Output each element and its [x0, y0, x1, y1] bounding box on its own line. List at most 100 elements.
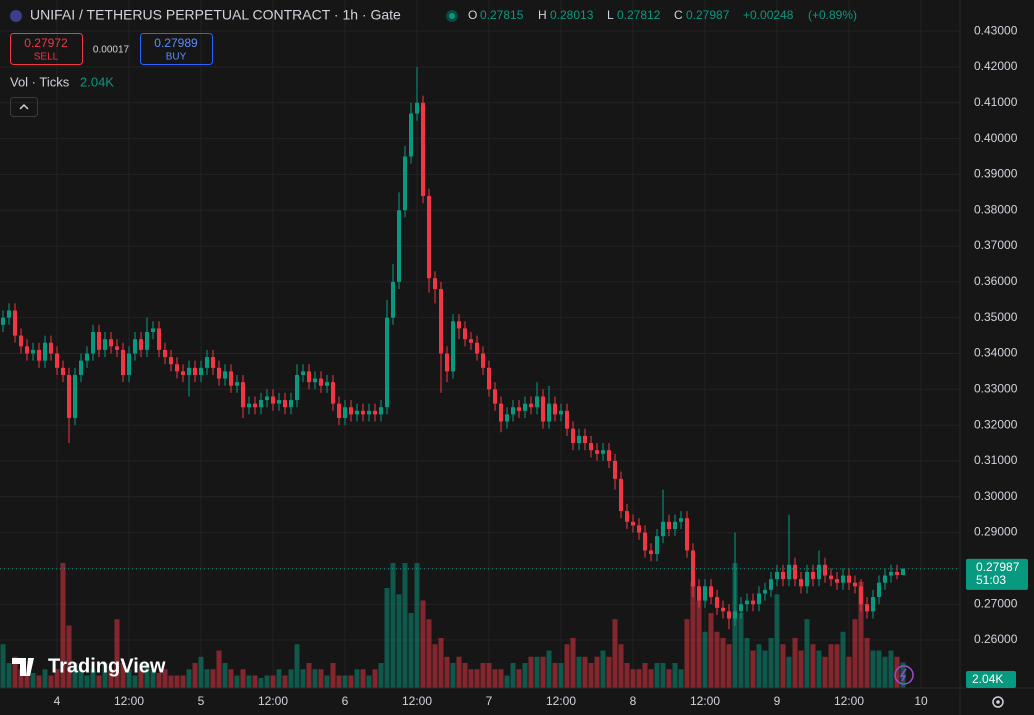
volume-bar — [888, 650, 894, 688]
settings-icon — [996, 700, 1000, 704]
volume-bar — [822, 656, 828, 688]
volume-bar — [444, 656, 450, 688]
candle-body — [589, 443, 593, 451]
watermark: TradingView — [48, 655, 166, 677]
candle-body — [223, 371, 227, 379]
volume-bar — [240, 669, 246, 688]
y-tick-label: 0.43000 — [974, 23, 1018, 37]
volume-bar — [324, 675, 330, 688]
volume-bar — [726, 644, 732, 688]
candle-body — [835, 579, 839, 583]
y-tick-label: 0.29000 — [974, 525, 1018, 539]
volume-bar — [60, 563, 66, 688]
volume-bar — [156, 673, 162, 688]
collapse-button[interactable] — [10, 97, 38, 117]
candle-body — [769, 579, 773, 590]
candle-body — [421, 102, 425, 196]
x-tick-label: 5 — [198, 694, 205, 708]
volume-bar — [12, 656, 18, 688]
volume-bar — [186, 669, 192, 688]
candle-body — [295, 374, 299, 401]
candle-body — [883, 575, 887, 583]
sell-button[interactable] — [10, 33, 83, 65]
volume-bar — [702, 631, 708, 688]
volume-bar — [528, 656, 534, 688]
volume-bar — [18, 669, 24, 688]
candle-body — [199, 367, 203, 375]
candle-body — [643, 532, 647, 551]
x-tick-label: 6 — [342, 694, 349, 708]
change-pct: (+0.89%) — [808, 8, 857, 22]
candle-body — [355, 410, 359, 415]
x-tick-label: 9 — [774, 694, 781, 708]
volume-bar — [204, 669, 210, 688]
candle-body — [679, 518, 683, 522]
volume-bar — [474, 669, 480, 688]
buy-label: BUY — [166, 52, 187, 63]
candle-body — [301, 371, 305, 375]
settings-button[interactable] — [992, 696, 1004, 708]
candle-body — [427, 195, 431, 279]
lightning-icon — [899, 668, 907, 682]
volume-badge-label: 2.04K — [972, 672, 1003, 686]
lightning-button[interactable] — [894, 665, 914, 685]
candle-body — [193, 367, 197, 375]
volume-bar — [792, 638, 798, 688]
candle-body — [901, 568, 905, 576]
volume-badge — [966, 671, 1016, 688]
volume-bar — [558, 663, 564, 688]
x-tick-label: 12:00 — [258, 694, 288, 708]
candle-body — [67, 374, 71, 418]
candle-body — [211, 357, 215, 368]
candle-body — [283, 400, 287, 408]
volume-bar — [414, 563, 420, 688]
volume-bar — [894, 656, 900, 688]
buy-button[interactable] — [140, 33, 213, 65]
volume-bar — [750, 650, 756, 688]
candle-body — [13, 310, 17, 336]
volume-bar — [24, 675, 30, 688]
volume-bar — [438, 638, 444, 688]
volume-bar — [138, 669, 144, 688]
candle-body — [745, 600, 749, 605]
volume-bar — [408, 613, 414, 688]
volume-bar — [492, 669, 498, 688]
volume-bar — [840, 631, 846, 688]
candle-body — [685, 518, 689, 551]
candle-body — [265, 396, 269, 401]
candle-body — [31, 349, 35, 354]
volume-bar — [708, 613, 714, 688]
candle-body — [847, 575, 851, 583]
candle-body — [805, 571, 809, 587]
volume-bar — [450, 663, 456, 688]
candle-body — [337, 403, 341, 418]
candle-body — [391, 281, 395, 318]
volume-bar — [810, 644, 816, 688]
watermark-logo — [12, 658, 34, 676]
candle-body — [451, 321, 455, 372]
y-tick-label: 0.32000 — [974, 417, 1018, 431]
candle-body — [25, 346, 29, 354]
volume-bar — [552, 663, 558, 688]
candle-body — [289, 400, 293, 408]
volume-bar — [546, 650, 552, 688]
candle-body — [277, 400, 281, 404]
volume-bar — [720, 638, 726, 688]
volume-bar — [462, 663, 468, 688]
x-tick-label: 7 — [486, 694, 493, 708]
symbol-icon — [10, 10, 22, 22]
candle-body — [61, 367, 65, 375]
volume-bar — [684, 619, 690, 688]
candle-body — [739, 604, 743, 612]
ohlc-key: O — [468, 8, 477, 22]
volume-bar — [834, 644, 840, 688]
candle-body — [877, 582, 881, 598]
volume-bar — [852, 619, 858, 688]
candle-body — [349, 407, 353, 415]
candle-body — [103, 339, 107, 350]
volume-bar — [102, 663, 108, 688]
volume-bar — [642, 663, 648, 688]
y-tick-label: 0.34000 — [974, 346, 1018, 360]
volume-bar — [402, 563, 408, 688]
candle-body — [865, 604, 869, 612]
